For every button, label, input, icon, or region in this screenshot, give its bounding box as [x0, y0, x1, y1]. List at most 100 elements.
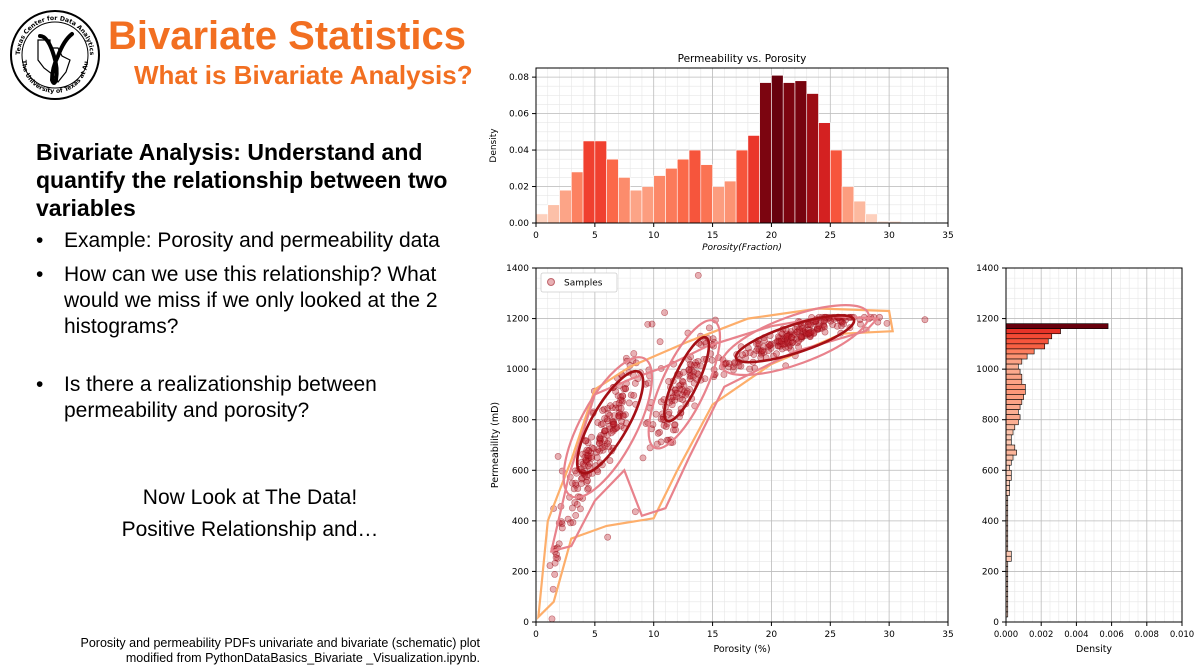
sample-point: [639, 454, 647, 462]
sample-point: [570, 485, 578, 493]
x-tick-label: 0: [533, 231, 539, 241]
sample-point: [605, 422, 613, 430]
x-axis-label: Density: [1076, 644, 1112, 655]
caption-line-1: Porosity and permeability PDFs univariat…: [80, 636, 480, 650]
university-logo: Texas Center for Data Analytics and Geos…: [8, 8, 100, 100]
x-tick-label: 0.004: [1064, 630, 1088, 640]
sample-point: [679, 378, 687, 386]
sample-point: [797, 333, 805, 341]
histogram-bar: [582, 140, 596, 224]
contour-cluster-2: [647, 319, 722, 450]
side-histogram-bar: [1005, 343, 1046, 350]
y-tick-label: 600: [982, 466, 999, 476]
sample-point: [569, 519, 577, 526]
sample-point: [788, 333, 795, 341]
sample-point: [687, 372, 695, 380]
sample-point: [678, 385, 686, 393]
sample-point: [662, 423, 670, 431]
sample-point: [669, 393, 677, 401]
sample-point: [648, 320, 656, 328]
side-histogram-bar: [1005, 368, 1021, 375]
y-axis-label: Density: [489, 128, 499, 163]
side-histogram-bar: [1005, 378, 1023, 385]
sample-point: [549, 585, 557, 593]
x-tick-label: 15: [707, 231, 718, 241]
y-tick-label: 1400: [506, 264, 529, 274]
x-tick-label: 20: [766, 231, 778, 241]
y-tick-label: 1200: [976, 315, 999, 325]
sample-point: [773, 350, 780, 358]
sample-point: [670, 426, 677, 434]
y-tick-label: 0: [523, 618, 529, 628]
sample-point: [615, 399, 623, 407]
bullet-item: How can we use this relationship? What w…: [36, 262, 466, 340]
y-tick-label: 400: [512, 517, 529, 527]
contour-outer: [537, 307, 895, 620]
legend-marker: [547, 278, 555, 286]
histogram-bar: [794, 80, 808, 224]
side-histogram-bar: [1005, 480, 1010, 486]
x-tick-label: 15: [707, 630, 718, 640]
sample-point: [644, 379, 652, 387]
side-histogram-bar: [1005, 348, 1035, 355]
sample-point: [583, 478, 590, 486]
sample-point: [579, 450, 587, 458]
sample-point: [697, 341, 705, 349]
sample-point: [601, 427, 609, 434]
sample-point: [660, 422, 668, 429]
histogram-bar: [688, 149, 702, 224]
histogram-bar: [547, 204, 560, 224]
side-histogram-bar: [1005, 399, 1023, 405]
bullet-list: Example: Porosity and permeability data …: [36, 228, 466, 432]
side-histogram-bar: [1005, 394, 1024, 400]
contour-core-1: [575, 369, 645, 475]
sample-point: [765, 340, 773, 348]
histogram-bar: [535, 213, 549, 224]
x-tick-label: 0.010: [1170, 630, 1194, 640]
sample-point: [777, 337, 785, 345]
histogram-bar: [665, 167, 678, 224]
contour-core-2: [663, 335, 711, 423]
sample-point: [627, 391, 635, 399]
sample-point: [652, 410, 660, 418]
histogram-bar: [594, 140, 607, 224]
sample-point: [649, 421, 657, 428]
sample-point: [683, 389, 691, 397]
sample-point: [551, 559, 559, 567]
contour-middle: [549, 314, 880, 553]
sample-point: [746, 365, 754, 373]
side-histogram-bar: [1005, 444, 1016, 451]
sample-point: [572, 512, 580, 519]
side-histogram-bar: [1005, 454, 1014, 461]
sample-point: [568, 504, 576, 512]
y-tick-label: 0.04: [509, 146, 529, 156]
sample-point: [654, 429, 662, 437]
y-tick-label: 0: [993, 618, 999, 628]
side-histogram-bar: [1005, 449, 1017, 456]
side-histogram-bar: [1005, 439, 1012, 446]
sample-point: [578, 480, 585, 487]
sample-point: [750, 351, 758, 358]
side-histogram-bar: [1005, 409, 1019, 415]
sample-point: [631, 508, 639, 516]
side-histogram-bar: [1005, 323, 1109, 329]
sample-point: [615, 412, 622, 420]
sample-point: [829, 321, 837, 328]
sample-point: [593, 454, 601, 461]
side-histogram-bar: [1005, 550, 1012, 557]
x-tick-label: 20: [766, 630, 778, 640]
sample-point: [690, 361, 698, 369]
sample-point: [579, 460, 587, 468]
y-tick-label: 1200: [506, 315, 529, 325]
x-tick-label: 35: [942, 231, 953, 241]
figure-caption: Porosity and permeability PDFs univariat…: [60, 636, 480, 666]
sample-point: [806, 321, 814, 328]
sample-point: [577, 505, 584, 513]
x-tick-label: 25: [825, 231, 836, 241]
sample-point: [597, 435, 604, 443]
sample-point: [774, 342, 782, 350]
sample-point: [564, 515, 572, 523]
side-histogram-bar: [1005, 464, 1010, 471]
x-tick-label: 10: [648, 231, 660, 241]
side-histogram-bar: [1005, 333, 1053, 340]
